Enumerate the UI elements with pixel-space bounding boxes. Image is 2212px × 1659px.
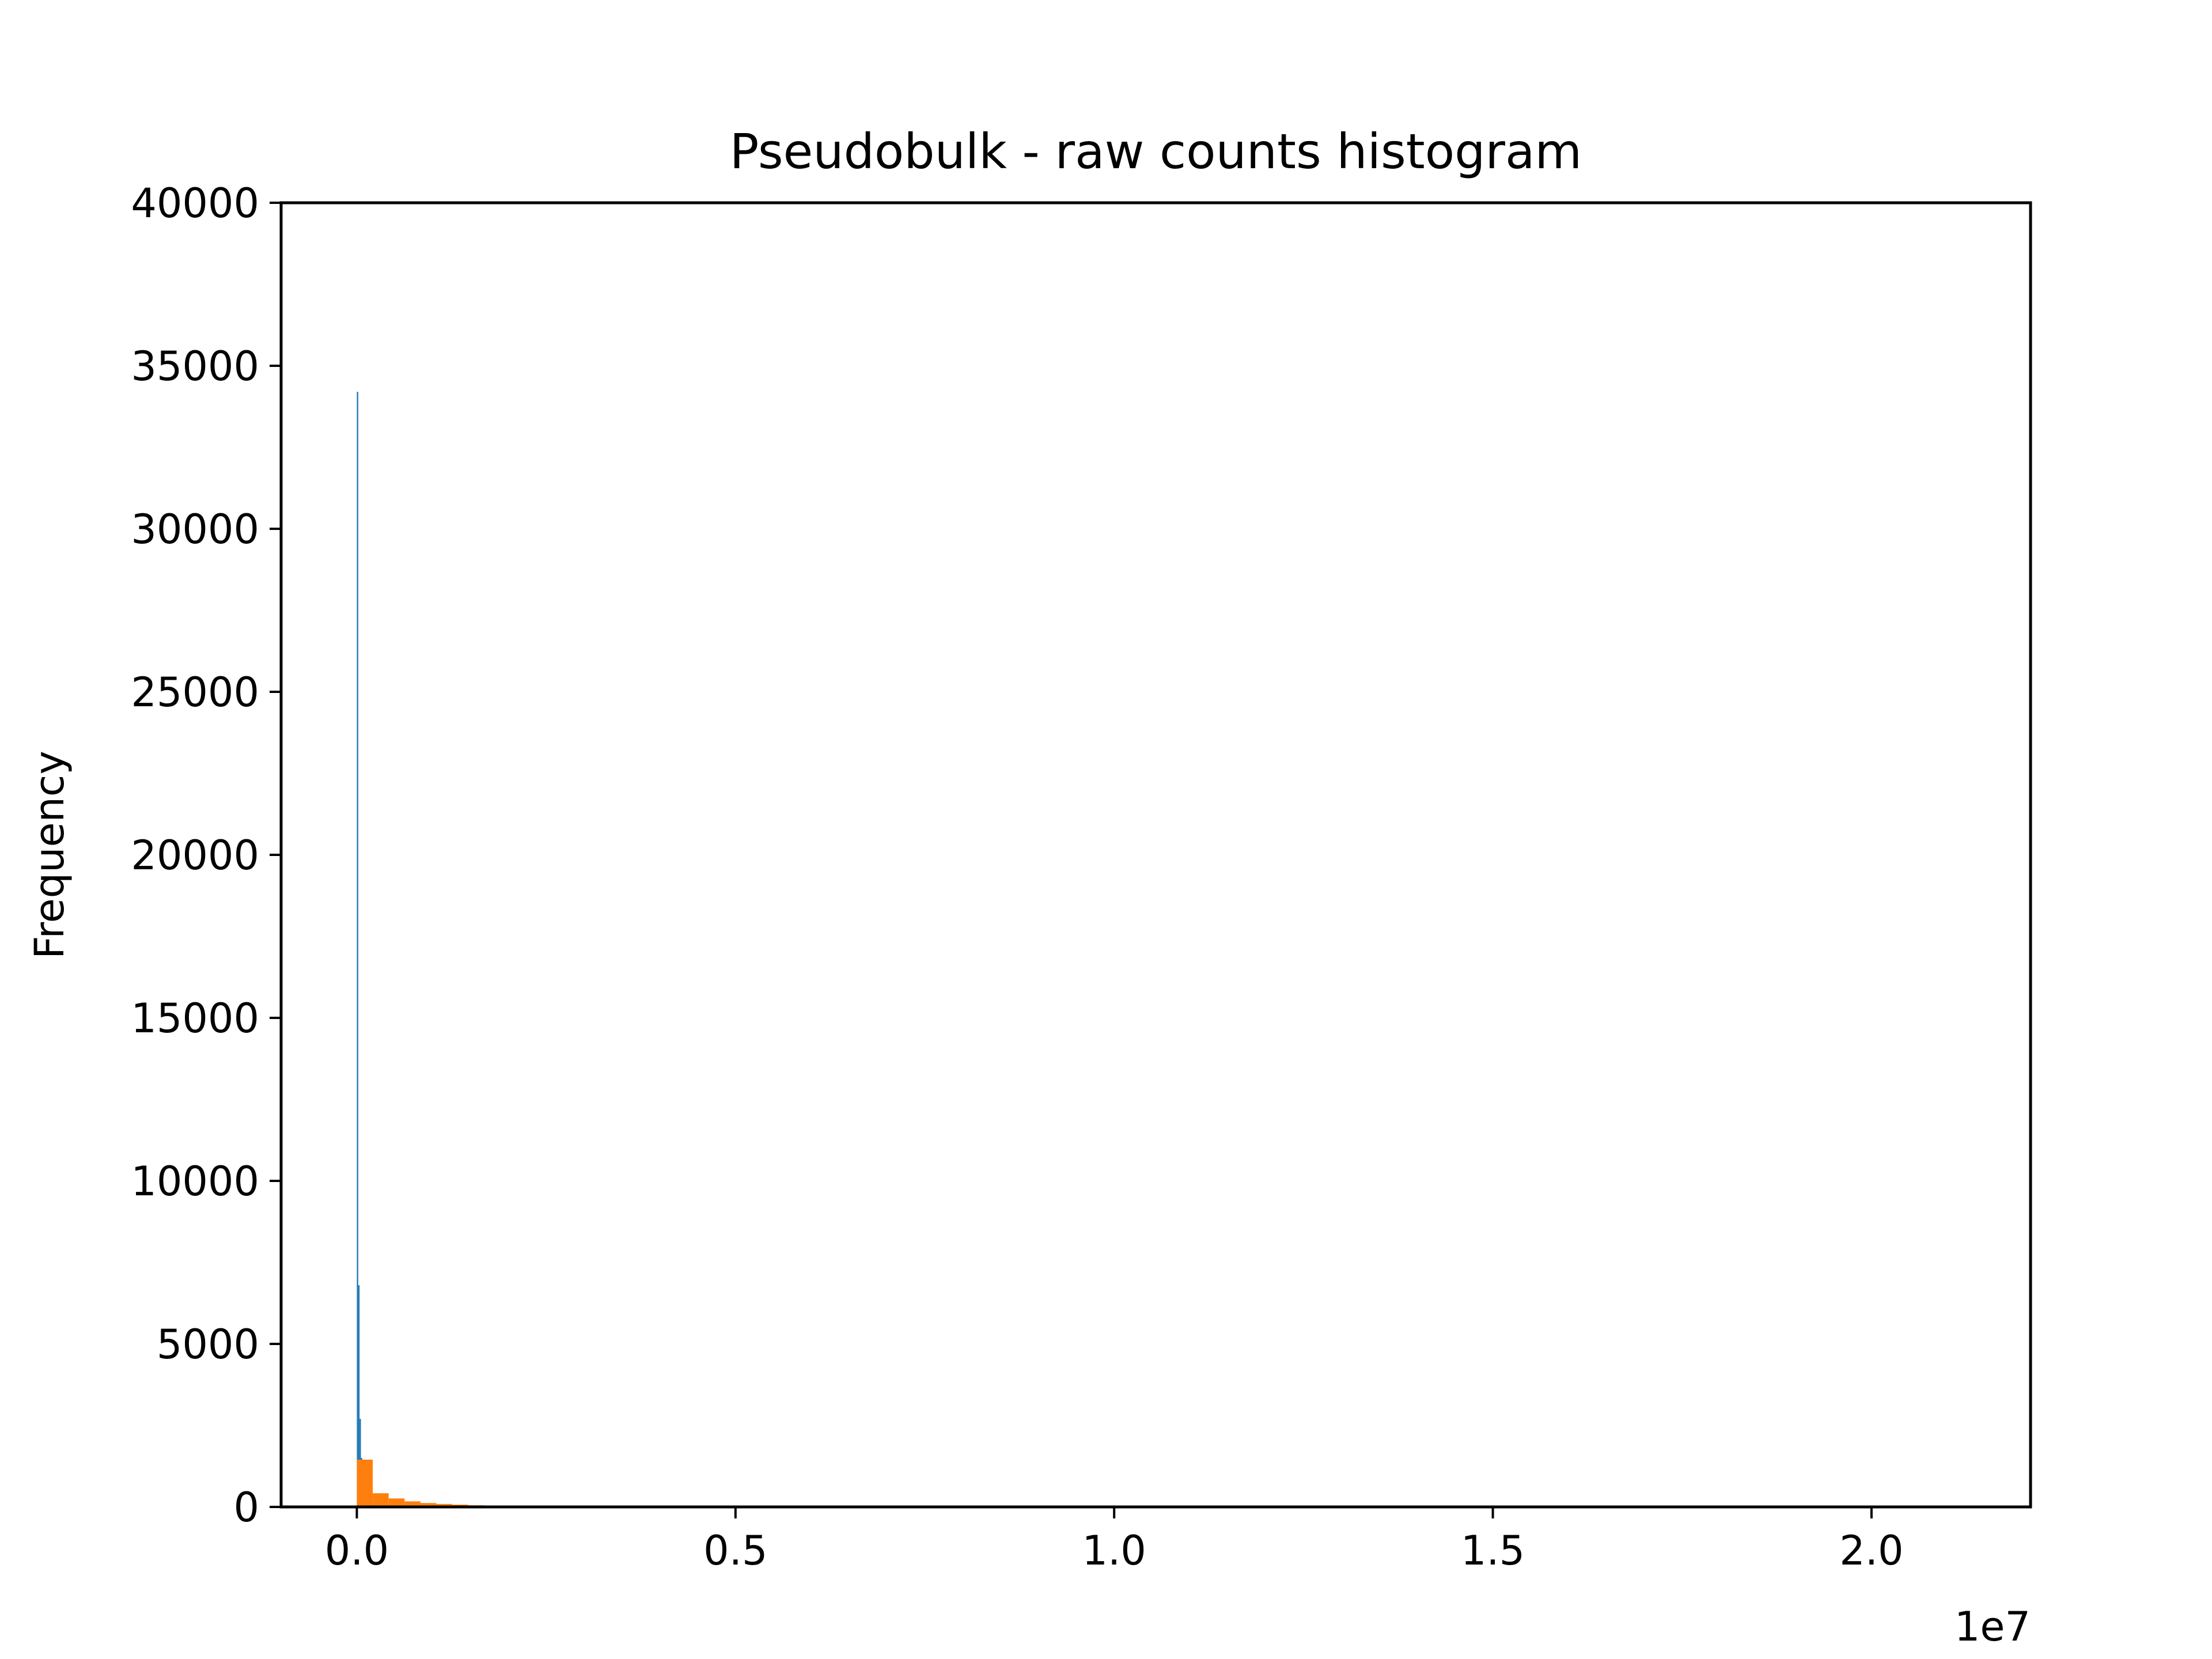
y-tick-label: 30000 [131, 506, 259, 553]
histogram-bar [357, 392, 358, 1507]
x-tick-label: 0.5 [703, 1527, 767, 1574]
y-tick-label: 20000 [131, 832, 259, 879]
plot-frame [279, 201, 2032, 1509]
histogram-bar [358, 1285, 360, 1507]
x-tick-label: 2.0 [1839, 1527, 1903, 1574]
y-tick-label: 10000 [131, 1158, 259, 1205]
x-tick-label: 1.0 [1082, 1527, 1146, 1574]
y-tick-label: 5000 [157, 1321, 259, 1368]
histogram-bar [388, 1498, 405, 1507]
histogram-bar [373, 1493, 389, 1507]
y-tick-label: 25000 [131, 669, 259, 716]
bars-group [357, 392, 516, 1507]
y-tick-label: 40000 [131, 180, 259, 227]
x-axis-ticks: 0.0 0.5 1.0 1.5 2.0 [325, 1507, 1904, 1574]
histogram-bar [357, 1459, 373, 1507]
chart-title: Pseudobulk - raw counts histogram [730, 123, 1582, 180]
y-axis-label: Frequency [26, 751, 73, 959]
x-axis-offset-label: 1e7 [1955, 1603, 2031, 1650]
y-tick-label: 0 [233, 1484, 259, 1531]
histogram-bar [420, 1503, 437, 1507]
histogram-bar [436, 1503, 453, 1507]
y-tick-label: 35000 [131, 343, 259, 390]
x-tick-label: 0.0 [325, 1527, 389, 1574]
y-axis-ticks: 0 5000 10000 15000 20000 25000 30000 35000 40000 [131, 180, 281, 1531]
x-tick-label: 1.5 [1461, 1527, 1525, 1574]
y-tick-label: 15000 [131, 995, 259, 1042]
histogram-bar [404, 1501, 421, 1507]
